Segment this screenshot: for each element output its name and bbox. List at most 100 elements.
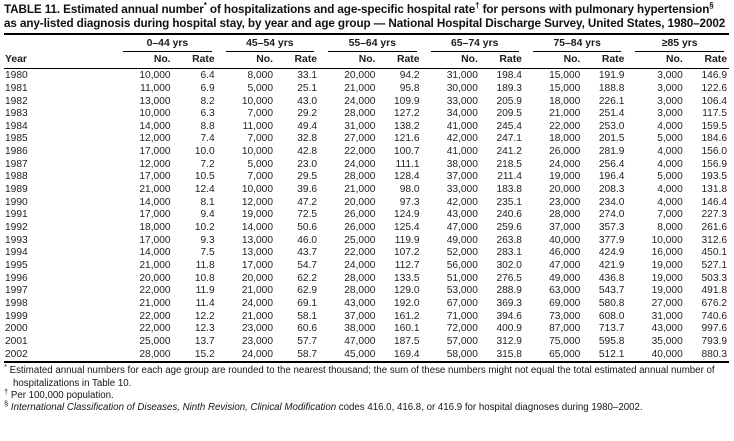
age-group-55-64: 55–64 yrs	[319, 34, 421, 53]
rate-cell: 156.0	[701, 146, 728, 158]
year-cell: 1991	[5, 209, 28, 221]
number-cell: 5,000	[657, 171, 683, 183]
number-cell: 24,000	[549, 158, 581, 170]
rate-cell: 253.0	[598, 120, 625, 132]
number-cell: 7,000	[247, 171, 274, 183]
rate-cell: 377.9	[598, 234, 625, 246]
year-cell: 1987	[5, 158, 28, 170]
rate-cell: 234.0	[598, 196, 625, 208]
rate-cell: 302.0	[496, 260, 522, 272]
rate-column-header: Rate	[479, 52, 524, 70]
number-cell: 28,000	[344, 272, 376, 284]
number-cell: 17,000	[139, 209, 171, 221]
rate-cell: 12.4	[194, 184, 215, 196]
rate-column-header: Rate	[275, 52, 320, 70]
footnote: † Per 100,000 population.	[4, 387, 729, 402]
table-row: 2000 22,000 12.3 23,000 60.6 38,000 160.1 72,00…	[4, 323, 729, 336]
rate-cell: 8.8	[200, 120, 215, 132]
title-text: of hospitalizations and age-specific hos…	[206, 3, 476, 16]
rate-cell: 47.2	[297, 196, 318, 208]
rate-cell: 42.8	[297, 146, 318, 158]
rate-cell: 394.6	[496, 310, 522, 322]
no-column-header: No.	[626, 52, 685, 70]
rate-cell: 117.5	[702, 108, 727, 120]
rate-cell: 58.1	[297, 310, 318, 322]
number-cell: 21,000	[549, 108, 581, 120]
rate-cell: 133.5	[394, 272, 420, 284]
rate-cell: 159.5	[701, 120, 728, 132]
number-cell: 42,000	[446, 133, 478, 145]
no-column-header: No.	[421, 52, 480, 70]
number-cell: 23,000	[241, 323, 273, 335]
footnotes: * Estimated annual numbers for each age …	[4, 363, 729, 414]
rate-cell: 8.1	[200, 196, 215, 208]
number-cell: 3,000	[657, 95, 683, 107]
rate-cell: 189.3	[496, 82, 522, 94]
number-cell: 67,000	[446, 298, 478, 309]
rate-cell: 281.9	[598, 146, 625, 158]
title-text: TABLE 11. Estimated annual number	[4, 3, 204, 16]
rate-cell: 121.6	[394, 133, 420, 145]
table-row: 1984 14,000 8.8 11,000 49.4 31,000 138.2 41,000…	[4, 121, 729, 134]
rate-cell: 8.2	[200, 95, 215, 107]
number-cell: 26,000	[344, 209, 376, 221]
number-cell: 7,000	[247, 108, 274, 120]
rate-cell: 450.1	[701, 247, 728, 259]
number-cell: 21,000	[139, 298, 171, 309]
number-cell: 38,000	[446, 158, 478, 170]
hospitalizations-table: 0–44 yrs 45–54 yrs 55–64 yrs 65–74 yrs 7…	[4, 33, 729, 364]
rate-cell: 198.4	[496, 70, 522, 82]
age-group-65-74: 65–74 yrs	[422, 34, 524, 53]
number-cell: 22,000	[139, 285, 171, 297]
number-cell: 5,000	[247, 82, 274, 94]
table-row: 1993 17,000 9.3 13,000 46.0 25,000 119.9 49,000…	[4, 235, 729, 248]
number-cell: 38,000	[344, 323, 376, 335]
rate-cell: 29.2	[297, 108, 318, 120]
rate-cell: 122.6	[701, 82, 728, 94]
number-cell: 58,000	[421, 348, 480, 364]
number-cell: 5,000	[247, 158, 274, 170]
rate-cell: 156.9	[701, 158, 728, 170]
number-cell: 18,000	[549, 133, 581, 145]
rate-cell: 69.1	[297, 298, 318, 309]
number-cell: 19,000	[241, 209, 273, 221]
rate-cell: 196.4	[598, 171, 625, 183]
table-header: 0–44 yrs 45–54 yrs 55–64 yrs 65–74 yrs 7…	[4, 34, 729, 70]
number-cell: 17,000	[139, 146, 171, 158]
number-cell: 72,000	[446, 323, 478, 335]
year-cell: 1992	[5, 222, 28, 234]
rate-cell: 94.2	[399, 70, 420, 82]
rate-cell: 160.1	[394, 323, 420, 335]
number-cell: 10,000	[241, 146, 273, 158]
table-row: 1981 11,000 6.9 5,000 25.1 21,000 95.8 30,000 18…	[4, 83, 729, 96]
number-cell: 24,000	[216, 348, 275, 364]
number-cell: 28,000	[549, 209, 581, 221]
number-cell: 43,000	[344, 298, 376, 309]
rate-cell: 54.7	[297, 260, 318, 272]
rate-cell: 23.0	[297, 158, 318, 170]
rate-cell: 240.6	[496, 209, 522, 221]
number-cell: 3,000	[657, 70, 683, 82]
rate-cell: 491.8	[701, 285, 728, 297]
number-cell: 31,000	[344, 120, 376, 132]
title-text: as any-listed diagnosis during hospital …	[4, 16, 726, 30]
number-cell: 31,000	[651, 310, 683, 322]
rate-cell: 10.0	[194, 146, 215, 158]
rate-cell: 357.3	[598, 222, 625, 234]
rate-cell: 6.3	[200, 108, 215, 120]
rate-cell: 60.6	[297, 323, 318, 335]
table-row: 1997 22,000 11.9 21,000 62.9 28,000 129.0 53,00…	[4, 285, 729, 298]
number-cell: 42,000	[446, 196, 478, 208]
rate-cell: 13.7	[194, 335, 215, 347]
number-cell: 12,000	[139, 158, 171, 170]
age-group-header-row: 0–44 yrs 45–54 yrs 55–64 yrs 65–74 yrs 7…	[4, 34, 729, 53]
rate-cell: 201.5	[598, 133, 625, 145]
year-cell: 1996	[5, 272, 28, 284]
rate-cell: 527.1	[701, 260, 728, 272]
rate-cell: 713.7	[598, 323, 625, 335]
number-cell: 46,000	[549, 247, 581, 259]
year-cell: 1980	[5, 70, 28, 82]
rate-cell: 261.6	[701, 222, 728, 234]
number-cell: 24,000	[344, 95, 376, 107]
number-cell: 14,000	[139, 247, 171, 259]
